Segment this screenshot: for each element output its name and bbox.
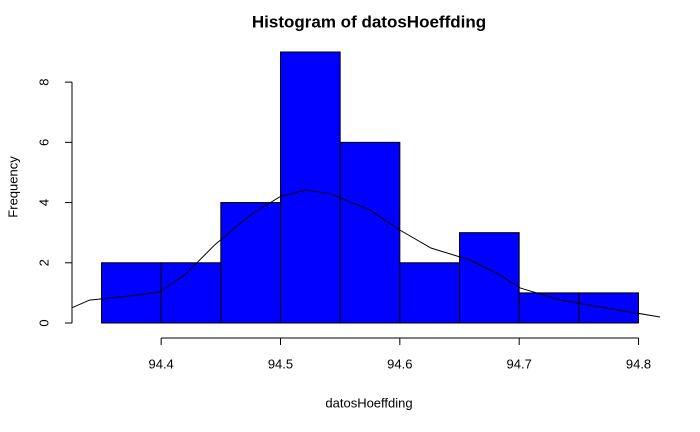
x-tick-label: 94.4 [148,356,173,371]
x-axis-label: datosHoeffding [325,395,412,410]
density-curve [71,189,661,318]
y-axis-label: Frequency [5,156,20,218]
y-tick-label: 6 [36,139,51,146]
bar [399,262,461,324]
chart-title: Histogram of datosHoeffding [252,12,486,31]
x-tick-label: 94.6 [387,356,412,371]
bar [339,141,401,324]
y-tick-label: 8 [36,78,51,85]
x-tick-label: 94.7 [507,356,532,371]
y-tick-label: 0 [36,319,51,326]
x-tick-label: 94.5 [268,356,293,371]
bar [160,262,222,324]
bar [518,292,580,324]
bar [220,202,281,324]
y-tick-label: 4 [36,199,51,206]
x-tick-label: 94.8 [626,356,651,371]
y-tick-label: 2 [36,259,51,266]
bar [279,51,341,324]
bar [459,232,520,324]
